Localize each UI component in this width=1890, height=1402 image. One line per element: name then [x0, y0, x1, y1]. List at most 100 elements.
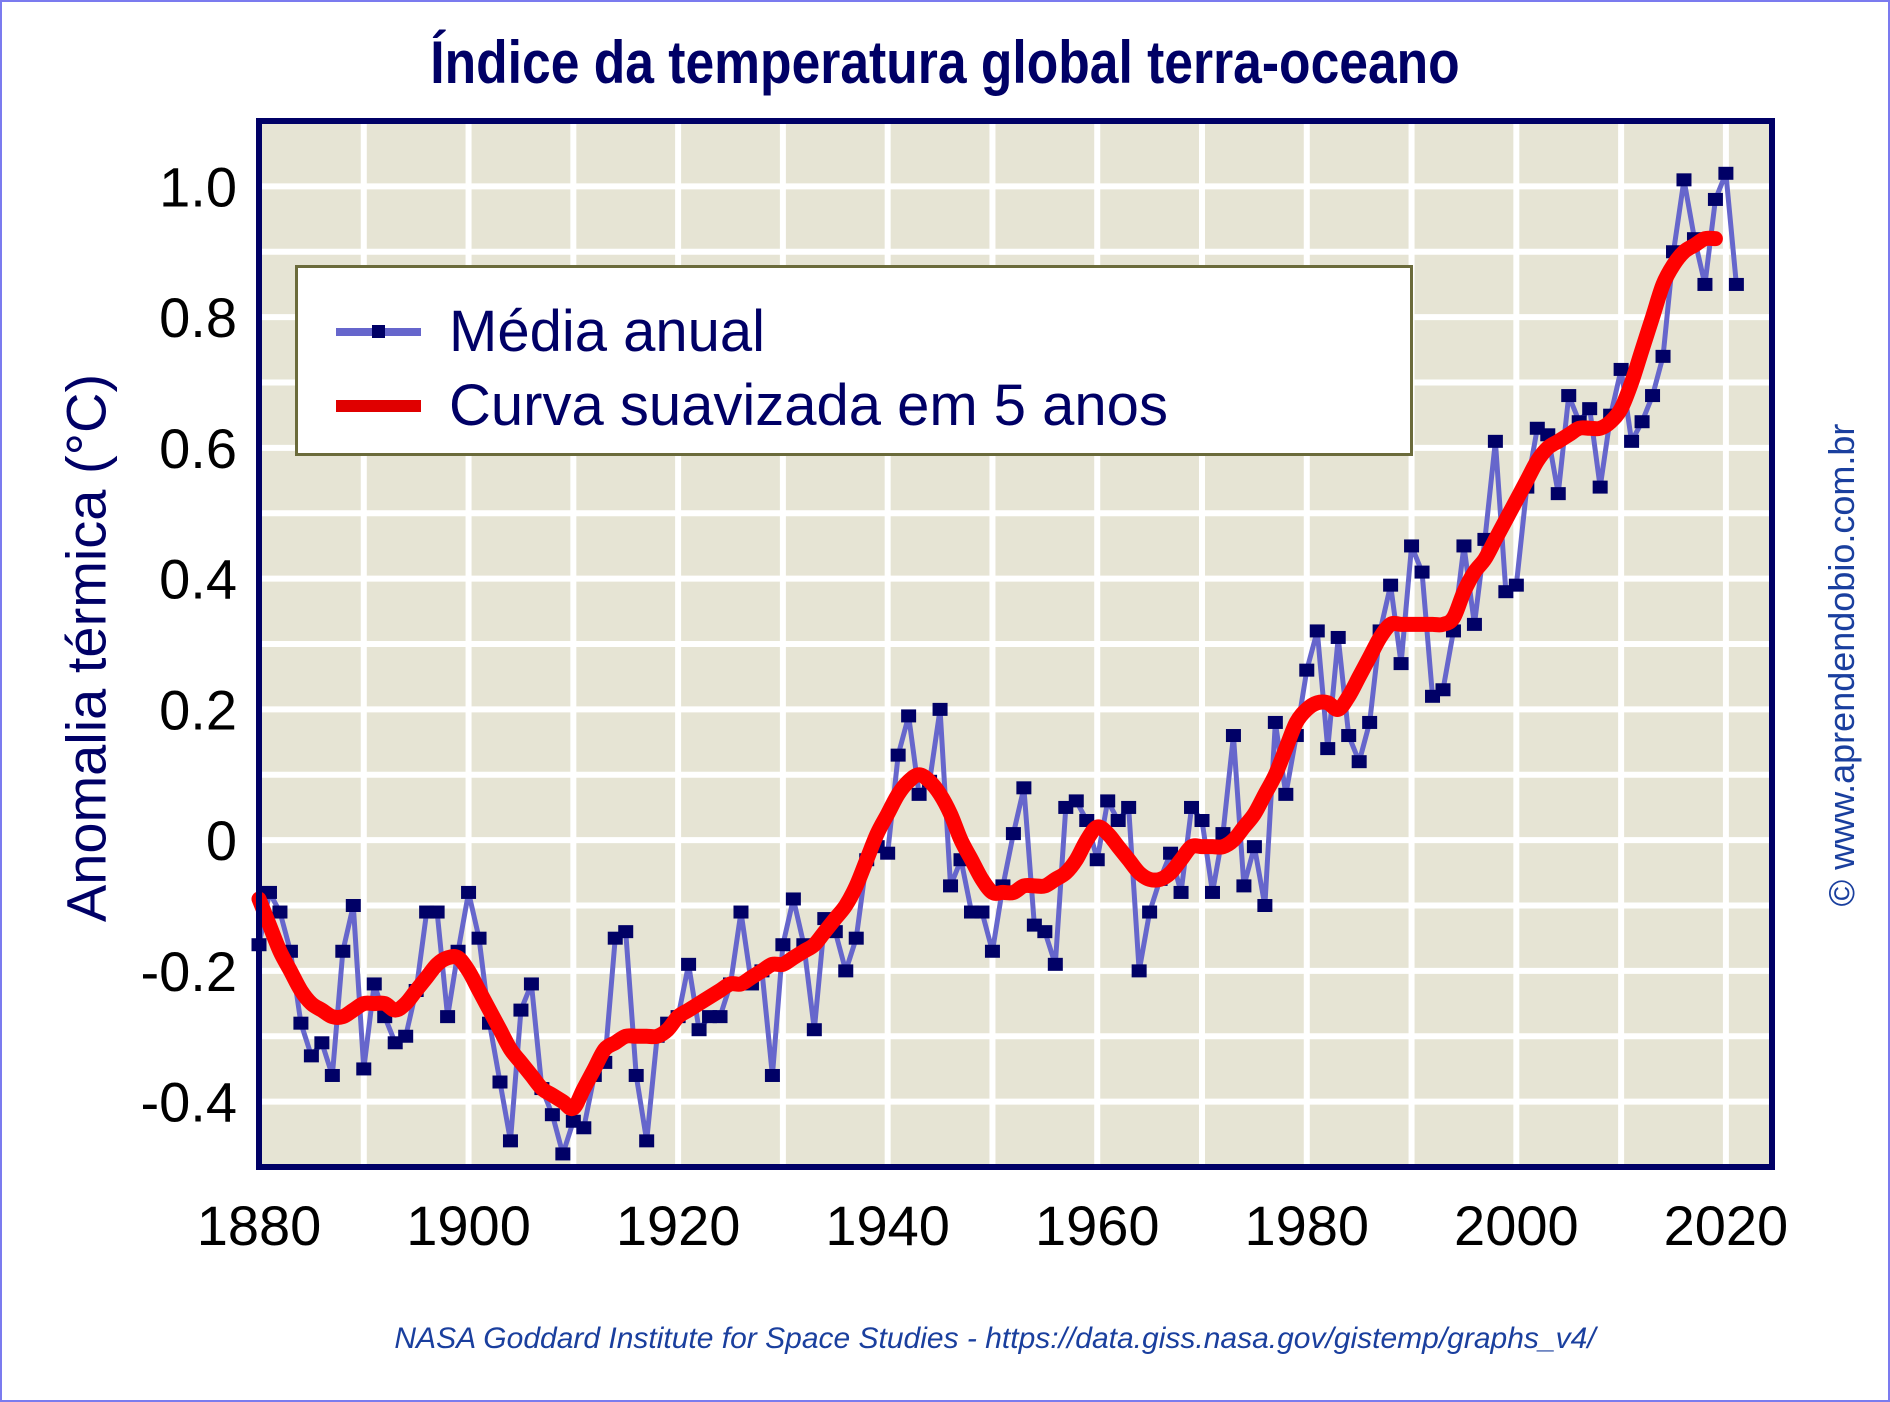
annual-mean-point [1089, 853, 1105, 867]
chart-title: Índice da temperatura global terra-ocean… [430, 29, 1460, 96]
annual-mean-point [1246, 840, 1262, 854]
annual-mean-point [712, 1010, 728, 1024]
annual-mean-point [303, 1049, 319, 1063]
annual-mean-point [1718, 166, 1734, 180]
annual-mean-point [880, 846, 896, 860]
annual-mean-point [461, 885, 477, 899]
annual-mean-point [1613, 362, 1629, 376]
annual-mean-point [502, 1134, 518, 1148]
legend-item-annual-mean: Média anual [298, 298, 765, 365]
annual-mean-point [1131, 964, 1147, 978]
annual-mean-point [639, 1134, 655, 1148]
y-tick-label: 0.2 [159, 678, 237, 741]
x-tick-label: 1920 [616, 1194, 741, 1257]
annual-mean-point [335, 944, 351, 958]
annual-mean-point [984, 944, 1000, 958]
annual-mean-line [256, 170, 1739, 1157]
annual-mean-point [974, 905, 990, 919]
annual-mean-point [1341, 729, 1357, 743]
annual-mean-point [890, 748, 906, 762]
annual-mean-point [691, 1023, 707, 1037]
annual-mean-point [345, 899, 361, 912]
annual-mean-point [1320, 742, 1336, 756]
annual-mean-point [1383, 578, 1399, 592]
annual-mean-point [272, 905, 288, 919]
legend-label: Curva suavizada em 5 anos [449, 373, 1168, 438]
annual-mean-point [513, 1003, 529, 1017]
annual-mean-point [1278, 787, 1294, 801]
x-tick-label: 1980 [1244, 1194, 1369, 1257]
y-tick-label: -0.4 [141, 1071, 238, 1134]
annual-mean-point [429, 905, 445, 919]
annual-mean-point [848, 931, 864, 945]
annual-mean-point [1393, 657, 1409, 671]
annual-mean-point [764, 1068, 780, 1082]
annual-mean-point [1184, 800, 1200, 814]
annual-mean-point [1204, 885, 1220, 899]
annual-mean-point [1299, 663, 1315, 677]
legend-label: Média anual [449, 299, 765, 364]
annual-mean-point [555, 1147, 571, 1161]
annual-mean-point [806, 1023, 822, 1037]
annual-mean-point [1466, 617, 1482, 631]
annual-mean-point [471, 931, 487, 945]
annual-mean-point [1582, 402, 1598, 416]
annual-mean-point [911, 787, 927, 801]
legend-line-marker-icon [336, 302, 421, 362]
annual-mean-point [1487, 434, 1503, 448]
y-tick-label: 0.4 [159, 548, 237, 611]
annual-mean-point [1655, 349, 1671, 363]
annual-mean-point [1645, 389, 1661, 403]
annual-mean-point [1173, 885, 1189, 899]
y-tick-label: 0.6 [159, 417, 237, 480]
annual-mean-point [1561, 389, 1577, 403]
annual-mean-point [1068, 794, 1084, 808]
annual-mean-point [1414, 565, 1430, 579]
source-note: NASA Goddard Institute for Space Studies… [394, 1322, 1596, 1355]
legend-line-icon [336, 376, 421, 436]
y-tick-label: 0.8 [159, 286, 237, 349]
annual-mean-point [1404, 539, 1420, 553]
annual-mean-point [1592, 480, 1608, 494]
annual-mean-point [1728, 277, 1744, 291]
annual-mean-point [1100, 794, 1116, 808]
annual-mean-point [943, 879, 959, 893]
annual-mean-point [1005, 827, 1021, 841]
annual-mean-point [440, 1010, 456, 1024]
annual-mean-point [1624, 434, 1640, 448]
annual-mean-point [1047, 957, 1063, 971]
annual-mean-point [901, 709, 917, 723]
smoothed-curve [251, 230, 1723, 1116]
annual-mean-point [1456, 539, 1472, 553]
annual-mean-point [366, 977, 382, 991]
annual-mean-point [775, 938, 791, 952]
annual-mean-point [1330, 630, 1346, 644]
x-tick-label: 1880 [197, 1194, 322, 1257]
annual-mean-point [1121, 800, 1137, 814]
x-tick-label: 2020 [1664, 1194, 1789, 1257]
annual-mean-point [1257, 899, 1273, 912]
annual-mean-point [1697, 277, 1713, 291]
annual-mean-point [1707, 192, 1723, 206]
y-tick-label: 1.0 [159, 155, 237, 218]
annual-mean-point [733, 905, 749, 919]
annual-mean-point [544, 1108, 560, 1122]
annual-mean-point [838, 964, 854, 978]
annual-mean-point [324, 1068, 340, 1082]
annual-mean-point [356, 1062, 372, 1076]
annual-mean-point [681, 957, 697, 971]
annual-mean-point [1508, 578, 1524, 592]
annual-mean-point [1225, 729, 1241, 743]
plot-border [256, 118, 1775, 1170]
annual-mean-point [1634, 415, 1650, 429]
annual-mean-point [1351, 755, 1367, 769]
annual-mean-point [576, 1121, 592, 1135]
annual-mean-point [618, 925, 634, 939]
annual-mean-point [1016, 781, 1032, 795]
y-tick-label: 0 [206, 809, 237, 872]
annual-mean-point [1236, 879, 1252, 893]
annual-mean-point [932, 702, 948, 716]
annual-mean-point [293, 1016, 309, 1030]
x-tick-label: 1900 [406, 1194, 531, 1257]
